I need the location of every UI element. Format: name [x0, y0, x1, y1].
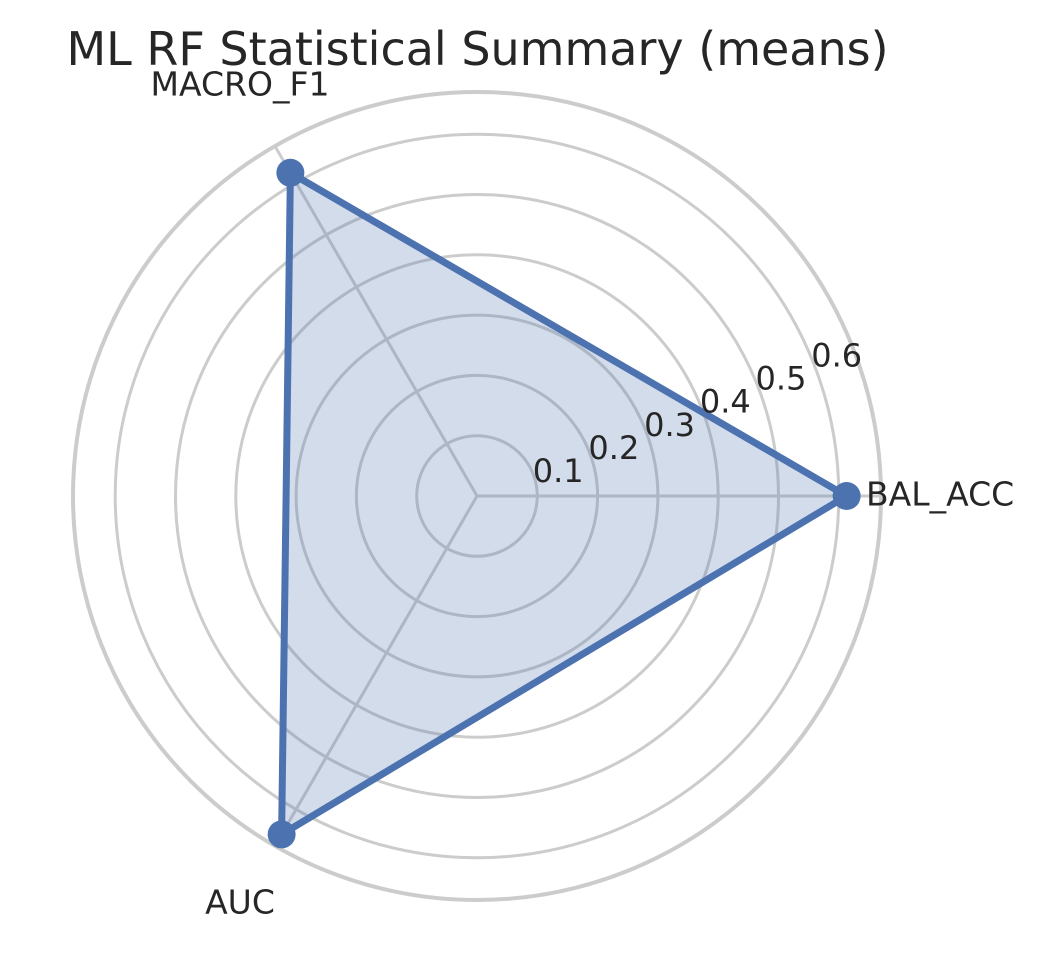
tick-label-4: 0.4	[700, 383, 751, 421]
series-area	[281, 172, 847, 835]
axis-label-auc: AUC	[205, 883, 275, 922]
axis-label-macro-f1: MACRO_F1	[151, 65, 330, 104]
tick-label-3: 0.3	[644, 406, 695, 444]
spoke-auc	[273, 495, 479, 847]
chart-title: ML RF Statistical Summary (means)	[66, 22, 889, 76]
tick-label-5: 0.5	[756, 360, 807, 398]
tick-label-2: 0.2	[588, 429, 639, 467]
data-point-macro-f1	[276, 158, 305, 187]
label-layer: 0.10.20.30.40.50.6 BAL_ACC MACRO_F1 AUC	[151, 65, 1015, 922]
axis-label-bal-acc: BAL_ACC	[866, 475, 1014, 514]
tick-label-6: 0.6	[811, 337, 862, 375]
series-line	[278, 166, 854, 841]
spoke-macro-f1	[273, 145, 479, 497]
data-point-auc	[267, 820, 296, 849]
series-layer	[267, 158, 861, 849]
tick-label-1: 0.1	[533, 452, 584, 490]
data-point-bal-acc	[832, 482, 861, 510]
